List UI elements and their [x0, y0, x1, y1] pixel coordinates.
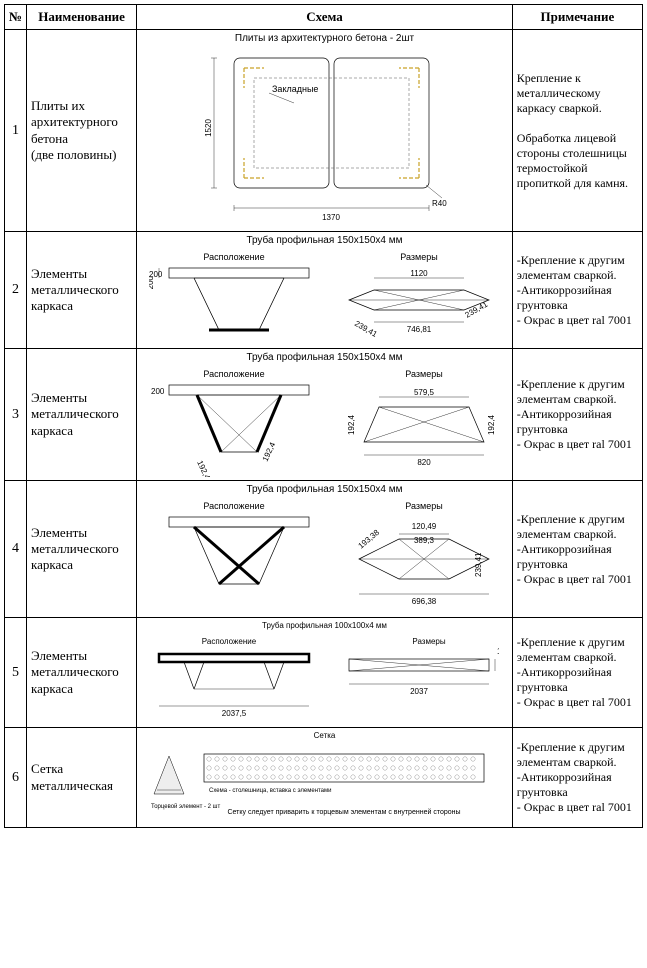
svg-text:696,38: 696,38: [412, 597, 437, 606]
row-schema: Труба профильная 150х150х4 мм Расположен…: [137, 481, 513, 618]
schema-title: Труба профильная 150х150х4 мм: [141, 484, 508, 495]
svg-text:Схема - столешница, вставка с: Схема - столешница, вставка с элементами: [209, 788, 332, 794]
header-num: №: [5, 5, 27, 30]
row-name: Элементы металлического каркаса: [27, 232, 137, 349]
svg-text:239,41: 239,41: [464, 299, 490, 319]
svg-text:R40: R40: [432, 199, 447, 208]
svg-text:Размеры: Размеры: [406, 369, 443, 379]
table-row: 3 Элементы металлического каркаса Труба …: [5, 349, 643, 481]
table-row: 1 Плиты их архитектурного бетона(две пол…: [5, 30, 643, 232]
schema-drawing-slabs: Закладные 1520 1370 R40: [194, 48, 454, 228]
svg-text:192,4: 192,4: [487, 414, 496, 435]
svg-text:200: 200: [149, 270, 163, 279]
svg-text:746,81: 746,81: [407, 325, 432, 334]
svg-text:120,49: 120,49: [412, 522, 437, 531]
svg-text:239,41: 239,41: [474, 552, 483, 577]
header-schema: Схема: [137, 5, 513, 30]
header-note: Примечание: [512, 5, 642, 30]
row-schema: Плиты из архитектурного бетона - 2шт: [137, 30, 513, 232]
schema-title: Труба профильная 100х100х4 мм: [141, 621, 508, 630]
svg-text:Расположение: Расположение: [204, 369, 265, 379]
svg-text:Расположение: Расположение: [204, 252, 265, 262]
svg-text:1370: 1370: [323, 213, 341, 222]
svg-text:192,4: 192,4: [196, 459, 213, 477]
header-name: Наименование: [27, 5, 137, 30]
row-schema: Труба профильная 100х100х4 мм Расположен…: [137, 618, 513, 728]
row-num: 1: [5, 30, 27, 232]
svg-text:Торцевой элемент - 2 шт: Торцевой элемент - 2 шт: [151, 803, 220, 810]
svg-text:Размеры: Размеры: [413, 637, 446, 646]
row-name: Элементы металлического каркаса: [27, 618, 137, 728]
svg-text:Размеры: Размеры: [406, 501, 443, 511]
table-row: 4 Элементы металлического каркаса Труба …: [5, 481, 643, 618]
schema-drawing-mesh: Торцевой элемент - 2 шт Схема - столешни…: [149, 744, 499, 824]
row-num: 4: [5, 481, 27, 618]
schema-drawing-frame4: Расположение Размеры 120,49: [149, 499, 499, 614]
spec-table: № Наименование Схема Примечание 1 Плиты …: [4, 4, 643, 828]
svg-text:1520: 1520: [204, 119, 213, 137]
row-name: Элементы металлического каркаса: [27, 349, 137, 481]
schema-title: Плиты из архитектурного бетона - 2шт: [141, 33, 508, 44]
svg-text:192,4: 192,4: [261, 440, 278, 462]
svg-text:Сетку следует приварить к торц: Сетку следует приварить к торцевым элеме…: [228, 808, 461, 816]
row-name: Плиты их архитектурного бетона(две полов…: [27, 30, 137, 232]
row-num: 6: [5, 728, 27, 828]
header-row: № Наименование Схема Примечание: [5, 5, 643, 30]
row-num: 2: [5, 232, 27, 349]
schema-drawing-frame2: Расположение 200 200 Размеры: [149, 250, 499, 345]
schema-title: Труба профильная 150х150х4 мм: [141, 235, 508, 246]
svg-text:192,4: 192,4: [347, 414, 356, 435]
svg-text:1120: 1120: [411, 269, 429, 278]
svg-text:579,5: 579,5: [414, 388, 435, 397]
row-name: Сетка металлическая: [27, 728, 137, 828]
row-schema: Труба профильная 150х150х4 мм Расположен…: [137, 232, 513, 349]
schema-title: Сетка: [141, 731, 508, 740]
svg-text:100: 100: [497, 647, 499, 656]
table-row: 2 Элементы металлического каркаса Труба …: [5, 232, 643, 349]
row-num: 5: [5, 618, 27, 728]
row-note: -Крепление к другим элементам сваркой.-А…: [512, 728, 642, 828]
row-schema: Сетка Торцевой элемент - 2 шт Схема - ст…: [137, 728, 513, 828]
schema-title: Труба профильная 150х150х4 мм: [141, 352, 508, 363]
svg-text:200: 200: [151, 387, 165, 396]
row-note: Крепление к металлическому каркасу сварк…: [512, 30, 642, 232]
svg-text:Закладные: Закладные: [272, 84, 318, 94]
svg-text:193,38: 193,38: [357, 528, 382, 551]
svg-text:820: 820: [418, 458, 432, 467]
row-schema: Труба профильная 150х150х4 мм Расположен…: [137, 349, 513, 481]
row-note: -Крепление к другим элементам сваркой.-А…: [512, 349, 642, 481]
row-note: -Крепление к другим элементам сваркой.-А…: [512, 481, 642, 618]
svg-text:Расположение: Расположение: [204, 501, 265, 511]
svg-text:Размеры: Размеры: [401, 252, 438, 262]
row-num: 3: [5, 349, 27, 481]
row-note: -Крепление к другим элементам сваркой.-А…: [512, 232, 642, 349]
svg-text:2037: 2037: [411, 687, 429, 696]
schema-drawing-frame5: Расположение 2037,5 Размеры: [149, 634, 499, 724]
schema-drawing-frame3: Расположение 200 192,4 192,4 Размеры: [149, 367, 499, 477]
table-row: 5 Элементы металлического каркаса Труба …: [5, 618, 643, 728]
table-row: 6 Сетка металлическая Сетка Торцевой эле…: [5, 728, 643, 828]
row-note: -Крепление к другим элементам сваркой.-А…: [512, 618, 642, 728]
svg-text:2037,5: 2037,5: [222, 709, 247, 718]
svg-text:389,3: 389,3: [414, 536, 435, 545]
svg-text:Расположение: Расположение: [202, 637, 257, 646]
row-name: Элементы металлического каркаса: [27, 481, 137, 618]
